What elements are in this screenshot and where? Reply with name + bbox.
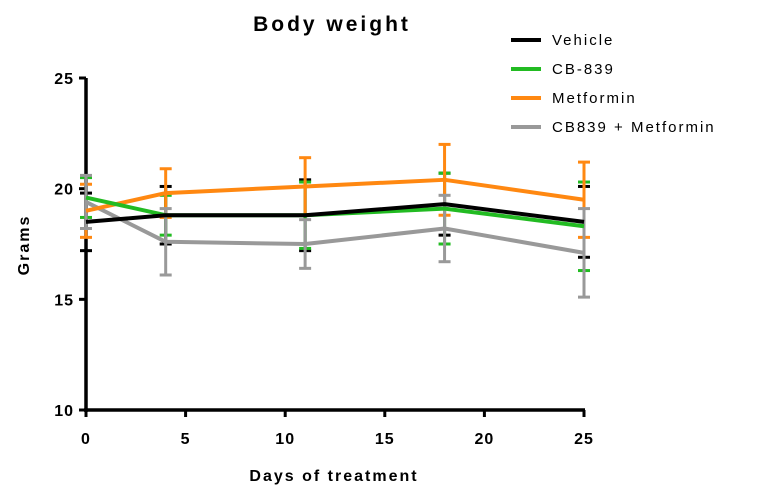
- y-tick-label: 15: [54, 292, 74, 309]
- x-tick-label: 20: [475, 431, 495, 448]
- x-tick-label: 15: [375, 431, 395, 448]
- x-tick-label: 5: [181, 431, 191, 448]
- plot-area: [80, 142, 590, 299]
- chart-title: Body weight: [253, 13, 411, 36]
- legend-label: CB-839: [552, 61, 615, 78]
- x-tick-label: 25: [574, 431, 594, 448]
- series-line: [85, 202, 585, 224]
- legend-label: Vehicle: [552, 32, 614, 49]
- legend-label: Metformin: [552, 90, 637, 107]
- y-tick-label: 10: [54, 403, 74, 420]
- series-line: [85, 177, 585, 213]
- axes: 0 5 10 15 20 25 10 15 20 25: [54, 71, 594, 448]
- x-tick-label: 0: [81, 431, 91, 448]
- series-line: [85, 200, 585, 255]
- y-tick-label: 20: [54, 182, 74, 199]
- y-axis-label: Grams: [16, 215, 33, 276]
- x-tick-label: 10: [275, 431, 295, 448]
- legend-label: CB839 + Metformin: [552, 119, 716, 136]
- y-tick-label: 25: [54, 71, 74, 88]
- legend: Vehicle CB-839 Metformin CB839 + Metformin: [511, 32, 716, 136]
- x-axis-label: Days of treatment: [249, 468, 418, 485]
